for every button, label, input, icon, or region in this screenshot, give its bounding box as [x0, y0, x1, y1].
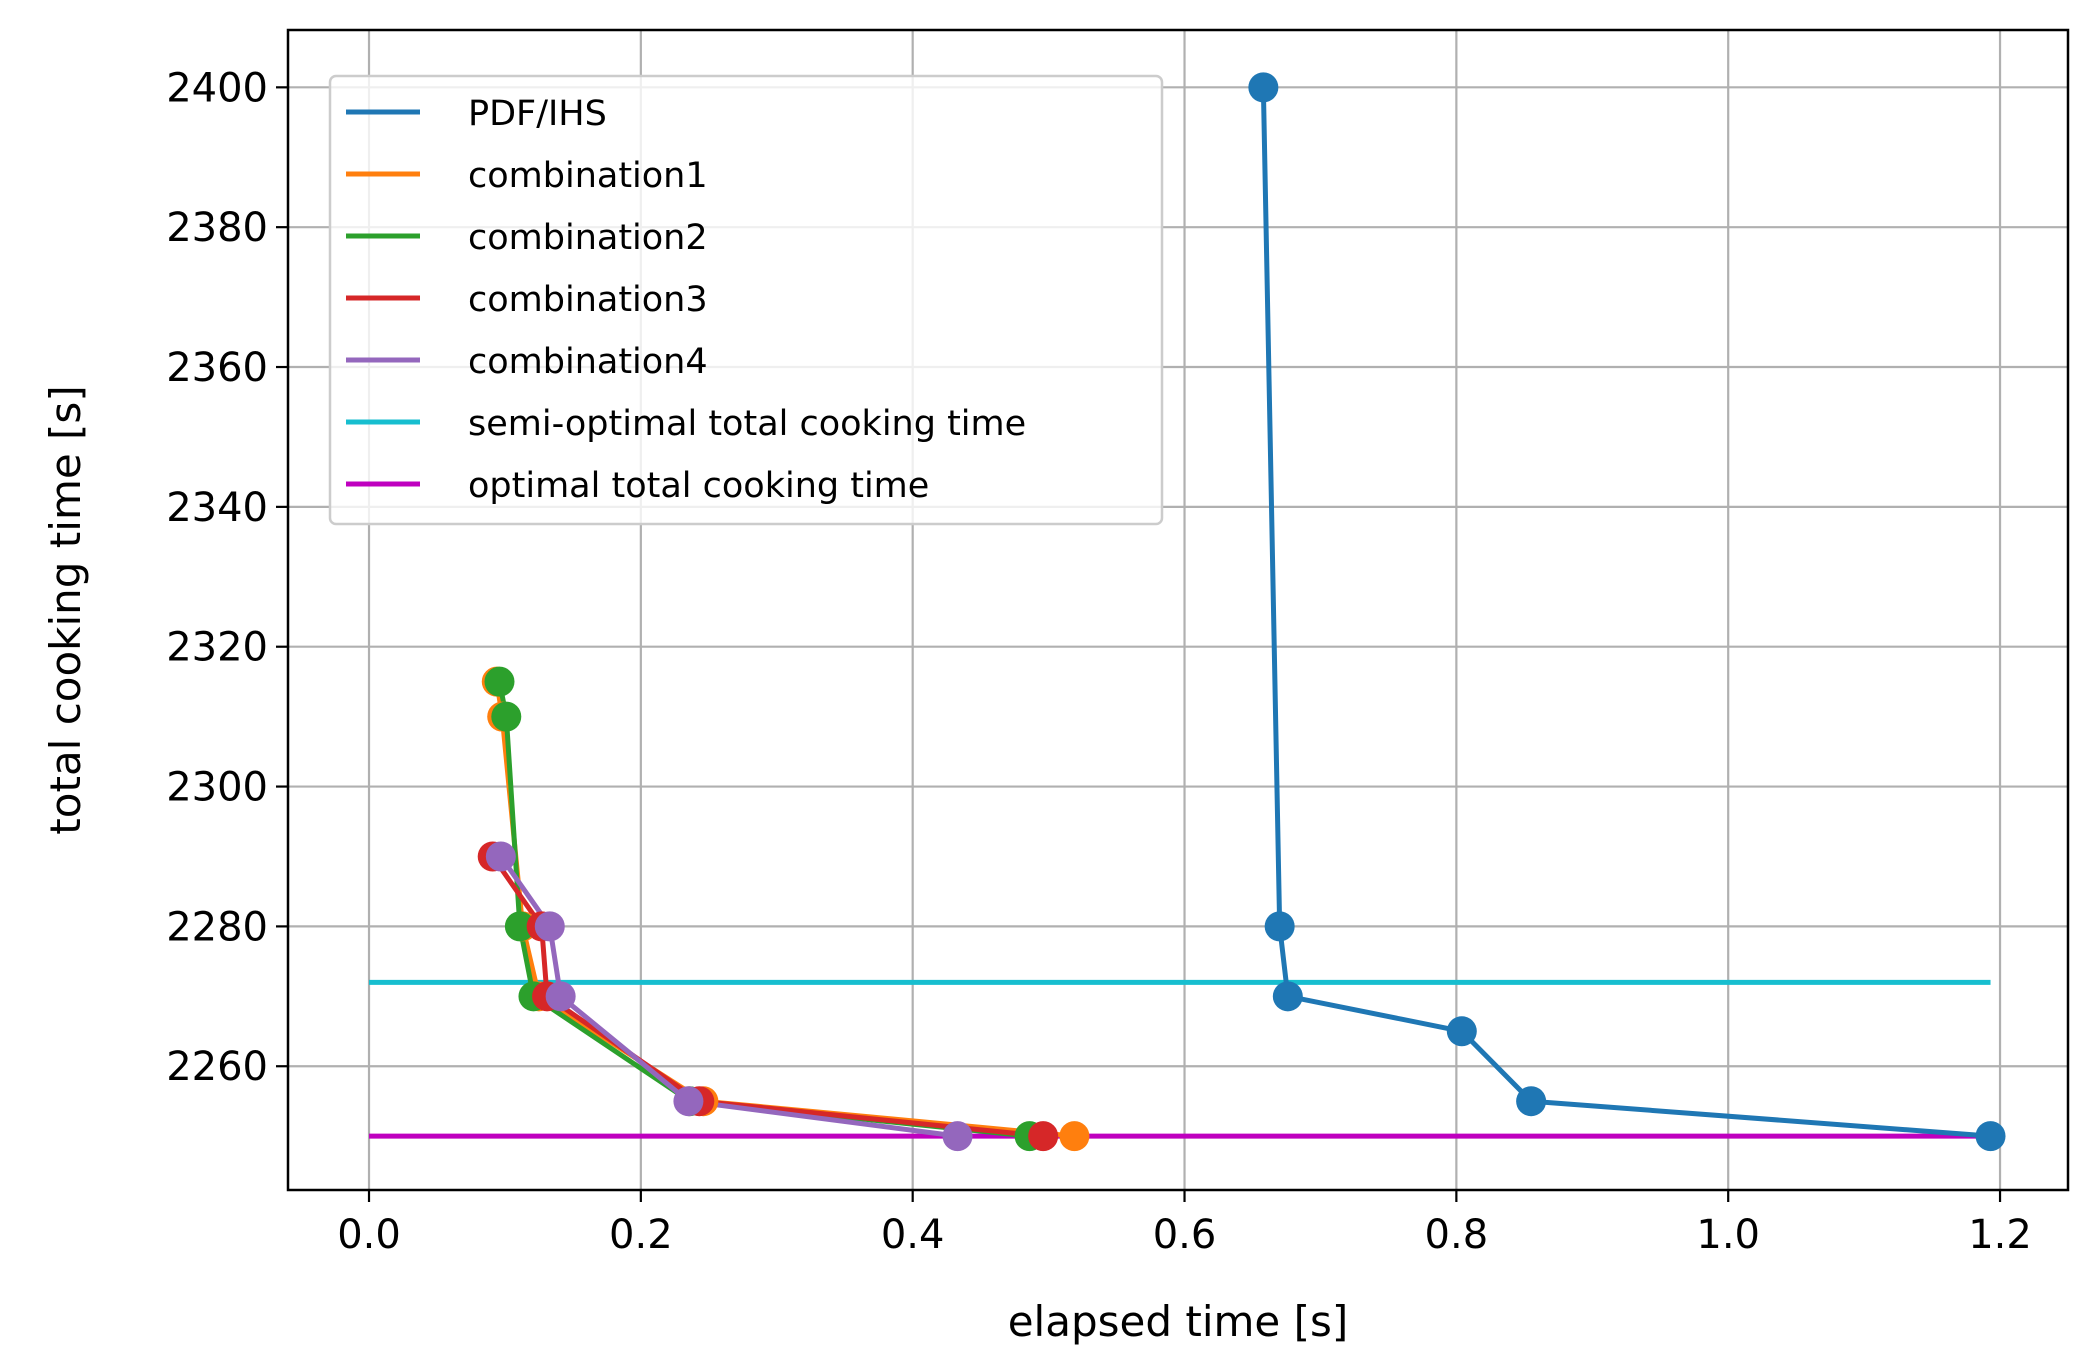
data-point — [1264, 911, 1295, 942]
data-point — [534, 911, 565, 942]
x-tick-label: 0.8 — [1425, 1212, 1489, 1258]
y-tick-label: 2360 — [166, 345, 268, 391]
x-axis-label: elapsed time [s] — [1008, 1297, 1349, 1346]
legend-box — [328, 74, 1164, 526]
data-point — [1028, 1121, 1059, 1152]
data-point — [484, 666, 515, 697]
data-point — [491, 701, 522, 732]
x-tick-label: 0.4 — [881, 1212, 945, 1258]
legend-label: combination1 — [468, 156, 708, 196]
y-tick-label: 2260 — [166, 1044, 268, 1090]
y-tick-label: 2400 — [166, 65, 268, 111]
legend-label: combination2 — [468, 218, 708, 258]
data-point — [504, 911, 535, 942]
x-tick-label: 1.0 — [1696, 1212, 1760, 1258]
x-tick-label: 0.2 — [609, 1212, 673, 1258]
y-axis-label: total cooking time [s] — [41, 385, 90, 834]
x-tick-label: 0.6 — [1153, 1212, 1217, 1258]
y-tick-label: 2340 — [166, 485, 268, 531]
data-point — [1059, 1121, 1090, 1152]
plot-frame — [286, 28, 2070, 1192]
data-point — [673, 1086, 704, 1117]
data-point — [1248, 72, 1279, 103]
data-point — [545, 981, 576, 1012]
y-tick-label: 2300 — [166, 765, 268, 811]
legend-label: semi-optimal total cooking time — [468, 404, 1026, 444]
data-point — [1272, 981, 1303, 1012]
legend-label: optimal total cooking time — [468, 466, 929, 506]
axis-ticks: 0.0 0.2 0.4 0.6 0.8 1.0 1.2 2260 2280 2300 2320 234… — [166, 65, 2032, 1258]
legend-label: combination3 — [468, 280, 708, 320]
series-line — [1260, 87, 1991, 1139]
data-point — [942, 1121, 973, 1152]
reference-lines — [369, 979, 1991, 1139]
y-tick-label: 2380 — [166, 205, 268, 251]
y-tick-label: 2280 — [166, 904, 268, 950]
data-point — [485, 841, 516, 872]
x-tick-label: 0.0 — [337, 1212, 401, 1258]
legend: PDF/IHS combination1 combination2 combinati… — [328, 74, 1164, 526]
x-tick-label: 1.2 — [1968, 1212, 2032, 1258]
data-point — [1975, 1121, 2006, 1152]
data-point — [1516, 1086, 1547, 1117]
data-point — [1446, 1016, 1477, 1047]
legend-label: PDF/IHS — [468, 94, 607, 134]
legend-label: combination4 — [468, 342, 708, 382]
series-markers — [477, 72, 2006, 1152]
y-tick-label: 2320 — [166, 625, 268, 671]
